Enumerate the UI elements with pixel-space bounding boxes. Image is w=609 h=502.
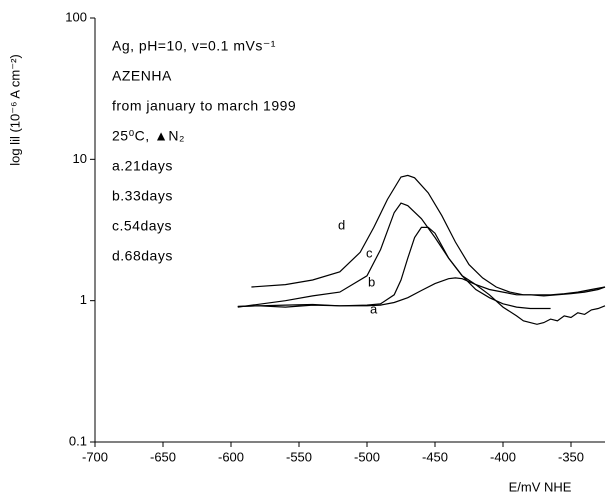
x-tick-label: -450	[422, 449, 448, 464]
annotation: AZENHA	[112, 68, 172, 84]
x-tick-label: -550	[286, 449, 312, 464]
curve-label: b	[368, 274, 375, 289]
curve	[237, 202, 551, 310]
x-tick-label: -600	[218, 449, 244, 464]
curve	[237, 277, 606, 325]
x-axis-label: E/mV NHE	[509, 479, 572, 494]
x-tick-label: -650	[150, 449, 176, 464]
curve-label: a	[370, 301, 378, 316]
annotation: from january to march 1999	[112, 98, 296, 114]
x-tick-label: -350	[558, 449, 584, 464]
y-tick-label: 1	[80, 292, 87, 307]
annotation: d.68days	[112, 248, 173, 264]
x-tick-label: -400	[490, 449, 516, 464]
y-tick-label: 100	[65, 9, 87, 24]
annotation: 25⁰C, ▲N₂	[112, 128, 185, 144]
y-tick-label: 10	[73, 151, 87, 166]
y-tick-label: 0.1	[69, 433, 87, 448]
x-tick-label: -500	[354, 449, 380, 464]
annotation: Ag, pH=10, v=0.1 mVs⁻¹	[112, 38, 276, 54]
curve-label: c	[366, 245, 373, 260]
annotation: b.33days	[112, 188, 173, 204]
annotation: c.54days	[112, 218, 172, 234]
y-axis-label: log lil (10⁻⁶ A cm⁻²)	[7, 54, 22, 166]
curve	[251, 174, 606, 296]
annotation: a.21days	[112, 158, 173, 174]
x-tick-label: -700	[82, 449, 108, 464]
curve-label: d	[338, 217, 345, 232]
